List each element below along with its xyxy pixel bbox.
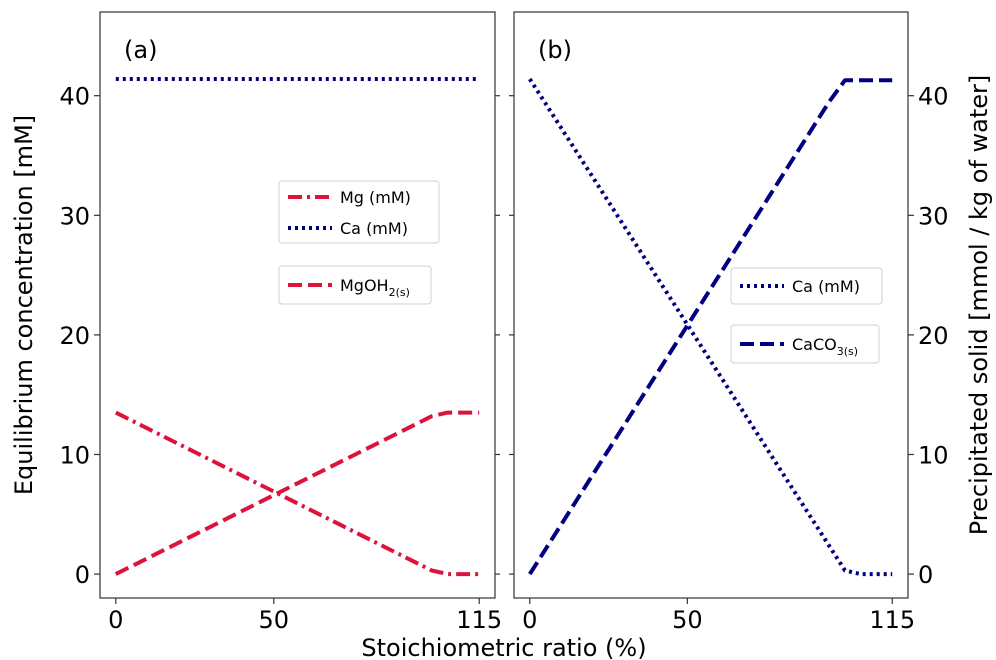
y-axis-title-left: Equilibrium concentration [mM] [10, 115, 38, 495]
legend-label-ca: Ca (mM) [340, 219, 408, 238]
x-axis-title: Stoichiometric ratio (%) [361, 634, 646, 660]
x-tick-label: 50 [259, 606, 290, 634]
y-axis-title-right: Precipitated solid [mmol / kg of water] [965, 75, 993, 536]
y-tick-label: 20 [918, 322, 949, 350]
legend-label-ca-b: Ca (mM) [792, 277, 860, 296]
legend-label-caco3-main: CaCO [792, 335, 837, 354]
panel-a-series [114, 77, 480, 577]
panel-b-legend-box-2 [730, 324, 880, 364]
legend-label-caco3: CaCO3(s) [792, 335, 858, 358]
legend-label-caco3-sub: 3(s) [837, 345, 858, 358]
y-tick-label: 10 [59, 441, 90, 469]
panel-a-frame [99, 11, 496, 599]
legend-label-mgoh-sub: 2(s) [389, 286, 410, 299]
panel-b-legend-box-1 [730, 267, 883, 305]
panel-a-label: (a) [124, 36, 157, 64]
x-tick-label: 115 [456, 606, 502, 634]
x-tick-label: 50 [672, 606, 703, 634]
y-tick-label: 40 [59, 83, 90, 111]
panel-b-series [528, 77, 893, 577]
y-tick-label: 30 [59, 202, 90, 230]
y-tick-label: 0 [75, 561, 90, 589]
series-line-mgoh-a [114, 410, 480, 576]
legend-label-mgoh: MgOH2(s) [340, 276, 410, 299]
legend-label-mgoh-main: MgOH [340, 276, 389, 295]
panel-b-frame [513, 11, 909, 599]
y-tick-label: 0 [918, 561, 933, 589]
panel-b-label: (b) [538, 36, 572, 64]
panel-a-legend: Mg (mM) Ca (mM) MgOH2(s) [278, 180, 440, 305]
x-tick-label: 0 [108, 606, 123, 634]
y-tick-label: 10 [918, 441, 949, 469]
series-line-caco3-b [528, 78, 893, 576]
x-tick-label: 0 [522, 606, 537, 634]
x-tick-label: 115 [869, 606, 915, 634]
panel-a-ticks: 0 50 115 0 10 20 30 40 [59, 83, 502, 634]
y-tick-label: 40 [918, 83, 949, 111]
panel-a: 0 50 115 0 10 20 30 40 (a) Mg (mM) Ca (mM) MgOH… [59, 11, 502, 634]
y-tick-label: 20 [59, 322, 90, 350]
y-tick-label: 30 [918, 202, 949, 230]
panel-a-legend-box-2 [278, 265, 432, 305]
series-line-mg-a [114, 410, 480, 577]
panel-b-legend: Ca (mM) CaCO3(s) [730, 267, 883, 364]
legend-label-mg: Mg (mM) [340, 188, 411, 207]
